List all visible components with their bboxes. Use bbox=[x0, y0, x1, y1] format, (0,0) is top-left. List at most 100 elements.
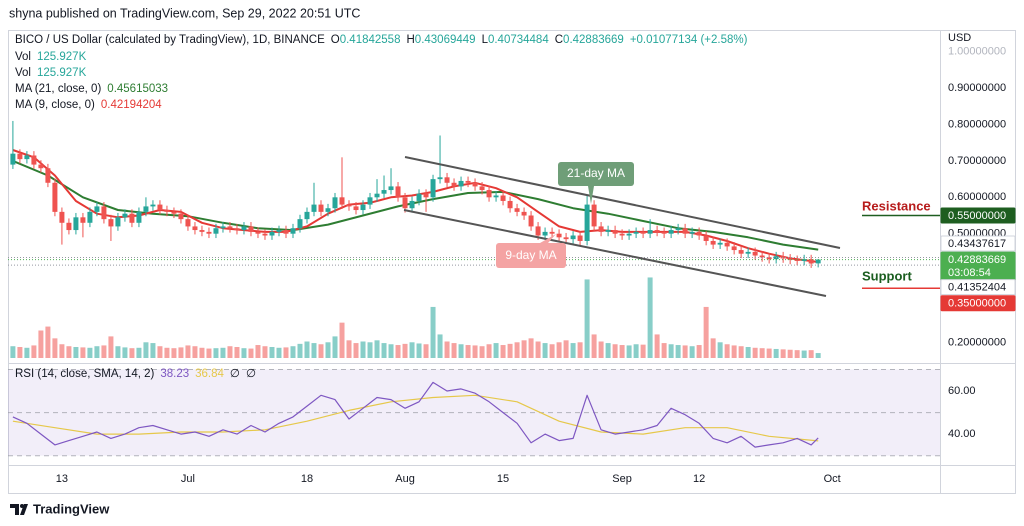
volume-bar bbox=[339, 322, 345, 358]
volume-bar bbox=[311, 343, 317, 358]
rsi-tick-label: 60.00 bbox=[948, 385, 976, 397]
price-badge-label: 0.42883669 bbox=[948, 254, 1006, 266]
candle-body bbox=[724, 242, 730, 247]
volume-bar bbox=[52, 338, 58, 358]
volume-bar bbox=[689, 346, 695, 358]
volume-bar bbox=[234, 347, 240, 358]
volume-bar bbox=[675, 345, 681, 358]
volume-bar bbox=[66, 346, 72, 358]
x-tick-label: Jul bbox=[181, 473, 195, 485]
candle-body bbox=[360, 204, 366, 211]
legend-value: 0.43069449 bbox=[415, 34, 476, 46]
volume-bar bbox=[199, 347, 205, 358]
x-tick-label: Aug bbox=[395, 473, 415, 485]
candle-body bbox=[556, 233, 562, 238]
candle-body bbox=[52, 182, 58, 212]
y-tick-label: 1.00000000 bbox=[948, 46, 1006, 58]
footer: TradingView bbox=[10, 501, 110, 516]
candle-body bbox=[101, 206, 107, 220]
candle-body bbox=[486, 190, 492, 198]
candle-body bbox=[213, 228, 219, 234]
volume-bar bbox=[80, 347, 86, 358]
x-tick-label: 18 bbox=[301, 473, 313, 485]
candle-body bbox=[283, 230, 289, 234]
volume-bar bbox=[290, 346, 296, 358]
annotation-text: 9-day MA bbox=[505, 248, 556, 262]
volume-bar bbox=[129, 348, 135, 358]
volume-bar bbox=[164, 347, 170, 358]
legend-label: RSI (14, close, SMA, 14, 2) bbox=[15, 368, 155, 380]
legend-value: 36.84 bbox=[195, 368, 224, 380]
volume-bar bbox=[192, 346, 198, 358]
candle-body bbox=[423, 193, 429, 198]
candle-body bbox=[815, 259, 821, 264]
volume-bar bbox=[465, 345, 471, 358]
volume-bar bbox=[794, 350, 800, 358]
annotation-text: 21-day MA bbox=[567, 166, 625, 180]
resistance-label: Resistance bbox=[862, 198, 931, 213]
volume-bar bbox=[437, 334, 443, 358]
candle-body bbox=[227, 226, 233, 229]
candle-body bbox=[451, 182, 457, 187]
volume-bar bbox=[787, 349, 793, 358]
legend-ma: MA (21, close, 0) 0.45615033 bbox=[15, 83, 168, 95]
volume-bar bbox=[808, 350, 814, 358]
candle-body bbox=[808, 259, 814, 264]
candle-body bbox=[178, 213, 184, 220]
volume-bar bbox=[115, 346, 121, 358]
volume-bar bbox=[332, 336, 338, 358]
candle-body bbox=[745, 251, 751, 254]
candle-body bbox=[122, 213, 128, 218]
volume-bar bbox=[598, 341, 604, 358]
price-badge bbox=[940, 295, 1016, 312]
volume-bar bbox=[38, 330, 44, 358]
candle-body bbox=[388, 186, 394, 191]
legend-symbol: BICO / US Dollar (calculated by TradingV… bbox=[15, 34, 748, 46]
volume-bar bbox=[626, 345, 632, 358]
candle-body bbox=[759, 255, 765, 258]
rsi-tick-label: 40.00 bbox=[948, 428, 976, 440]
candle-body bbox=[612, 230, 618, 234]
candle-body bbox=[696, 231, 702, 236]
legend-change: +0.01077134 (+2.58%) bbox=[630, 34, 748, 46]
volume-bar bbox=[570, 343, 576, 358]
volume-bar bbox=[318, 344, 324, 358]
volume-bar bbox=[633, 344, 639, 358]
x-tick-label: 13 bbox=[56, 473, 68, 485]
ma-line bbox=[12, 149, 819, 264]
candle-body bbox=[45, 168, 51, 183]
candle-body bbox=[234, 228, 240, 231]
support-label: Support bbox=[862, 268, 912, 283]
legend-label: C bbox=[555, 34, 563, 46]
candle-body bbox=[668, 230, 674, 234]
candle-body bbox=[402, 197, 408, 209]
candle-body bbox=[780, 256, 786, 259]
volume-bar bbox=[703, 306, 709, 358]
volume-bar bbox=[535, 341, 541, 358]
candle-body bbox=[682, 228, 688, 234]
candle-body bbox=[801, 259, 807, 261]
volume-bar bbox=[374, 340, 380, 358]
legend-rsi: RSI (14, close, SMA, 14, 2) 38.23 36.84 ∅ ∅ bbox=[15, 368, 256, 380]
legend-ma: MA (9, close, 0) 0.42194204 bbox=[15, 99, 162, 111]
volume-bar bbox=[528, 338, 534, 358]
price-badge bbox=[940, 279, 1016, 296]
candle-body bbox=[374, 193, 380, 198]
candle-body bbox=[318, 204, 324, 212]
volume-bar bbox=[815, 353, 821, 358]
annotation-pointer bbox=[588, 186, 594, 204]
candle-body bbox=[514, 208, 520, 212]
volume-bar bbox=[255, 345, 261, 358]
candle-body bbox=[381, 190, 387, 194]
volume-bar bbox=[591, 334, 597, 358]
y-tick-label: 0.80000000 bbox=[948, 118, 1006, 130]
candle-body bbox=[297, 219, 303, 229]
legend-label: L bbox=[482, 34, 489, 46]
volume-bar bbox=[423, 344, 429, 358]
volume-bar bbox=[752, 347, 758, 358]
candle-body bbox=[605, 230, 611, 232]
candle-body bbox=[136, 211, 142, 223]
legend-label: MA (9, close, 0) bbox=[15, 99, 95, 111]
candle-body bbox=[500, 195, 506, 201]
